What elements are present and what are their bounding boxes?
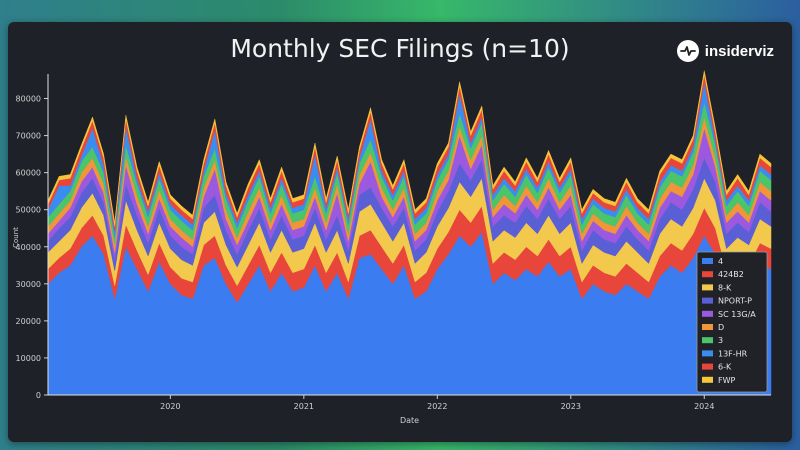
area-series-fwp (47, 70, 772, 227)
legend-label: 8-K (718, 283, 732, 292)
legend-swatch (702, 297, 713, 304)
stacked-area-chart: 0 10000 20000 30000 40000 50000 60000 70000 8000… (12, 70, 772, 425)
y-tick-label: 70000 (16, 132, 41, 141)
y-tick-label: 50000 (16, 206, 41, 215)
legend-label: 3 (718, 336, 723, 345)
legend-box (696, 251, 768, 393)
x-tick-label: 2022 (427, 402, 447, 411)
x-tick-label: 2024 (694, 402, 714, 411)
x-tick-label: 2020 (160, 402, 180, 411)
y-tick-label: 30000 (16, 280, 41, 289)
brand-logo[interactable]: insiderviz (676, 40, 774, 62)
y-tick-label: 60000 (16, 169, 41, 178)
x-axis-label: Date (400, 416, 419, 425)
y-tick-label: 0 (36, 391, 41, 400)
legend-swatch (702, 350, 713, 357)
legend-label: NPORT-P (718, 297, 752, 306)
brand-name: insiderviz (704, 42, 774, 60)
legend-label: 6-K (718, 363, 732, 372)
legend-swatch (702, 258, 713, 264)
y-tick-label: 10000 (16, 354, 41, 363)
legend-swatch (702, 284, 713, 291)
y-tick-label: 20000 (16, 317, 41, 326)
chart-card: Monthly SEC Filings (n=10) insiderviz 0 1… (8, 22, 792, 442)
legend-swatch (702, 337, 713, 344)
legend-swatch (702, 310, 713, 317)
legend-label: 4 (718, 257, 723, 266)
chart-title: Monthly SEC Filings (n=10) (230, 34, 570, 63)
legend-swatch (702, 324, 713, 330)
y-tick-label: 40000 (16, 243, 41, 252)
legend-label: 424B2 (718, 270, 744, 279)
legend-label: D (718, 323, 724, 332)
legend-swatch (702, 271, 713, 278)
heartbeat-logo-icon (676, 40, 699, 62)
x-tick-label: 2021 (294, 402, 314, 411)
legend-swatch (702, 363, 713, 370)
y-tick-label: 80000 (16, 95, 41, 104)
y-axis-label: Count (12, 227, 20, 248)
x-tick-label: 2023 (561, 402, 581, 411)
legend-label: SC 13G/A (718, 310, 756, 319)
legend-label: 13F-HR (718, 349, 748, 358)
legend-swatch (702, 376, 713, 383)
legend-label: FWP (718, 376, 736, 385)
